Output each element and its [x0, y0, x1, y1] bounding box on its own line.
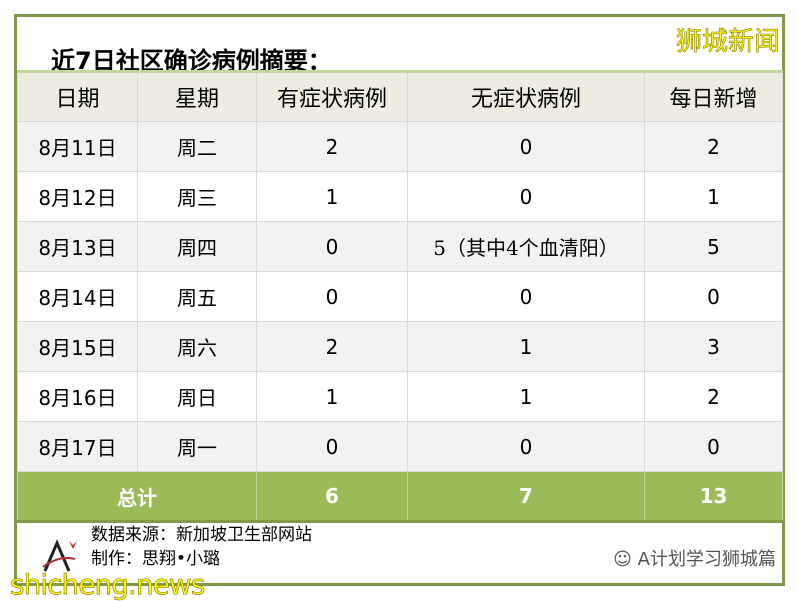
brand-logo-text: 狮城新闻 [675, 27, 781, 58]
logo-icon [42, 539, 77, 572]
total-value: 13 [644, 471, 783, 523]
table-cell: 1 [644, 171, 783, 222]
table-cell: 0 [407, 171, 645, 222]
table-cell: 1 [256, 171, 408, 222]
table-cell: 2 [256, 321, 408, 372]
column-header: 无症状病例 [407, 70, 645, 122]
table-cell: 周六 [137, 321, 257, 372]
table-cell: 2 [644, 371, 783, 422]
table-row: 8月16日 周日 1 1 2 [17, 371, 783, 422]
table-cell: 周三 [137, 171, 257, 222]
table-row: 8月15日 周六 2 1 3 [17, 321, 783, 372]
table-cell: 1 [407, 371, 645, 422]
table-cell: 8月12日 [17, 171, 138, 222]
table-row: 8月14日 周五 0 0 0 [17, 271, 783, 322]
table-row: 8月17日 周一 0 0 0 [17, 421, 783, 472]
table-cell: 1 [256, 371, 408, 422]
table-row: 8月11日 周二 2 0 2 [17, 121, 783, 172]
table-cell: 周一 [137, 421, 257, 472]
table-cell: 周二 [137, 121, 257, 172]
table-cell: 5 [644, 221, 783, 272]
cases-table: 日期 星期 有症状病例 无症状病例 每日新增 8月11日 周二 2 0 2 8月12日 周三 1 0 1 8… [17, 70, 783, 523]
table-cell: 周日 [137, 371, 257, 422]
table-cell: 2 [644, 121, 783, 172]
column-header: 每日新增 [644, 70, 783, 122]
table-cell: 8月13日 [17, 221, 138, 272]
table-cell: 0 [256, 271, 408, 322]
wechat-icon: ☺ [613, 549, 638, 570]
table-cell: 0 [644, 271, 783, 322]
table-cell: 5（其中4个血清阳） [407, 221, 645, 272]
total-row: 总计 6 7 13 [17, 471, 783, 523]
column-header: 有症状病例 [256, 70, 408, 122]
table-cell: 0 [407, 121, 645, 172]
table-cell: 0 [644, 421, 783, 472]
table-cell: 8月11日 [17, 121, 138, 172]
table-cell: 3 [644, 321, 783, 372]
table-cell: 周四 [137, 221, 257, 272]
page-title: 近7日社区确诊病例摘要： [51, 47, 332, 75]
table-row: 8月13日 周四 0 5（其中4个血清阳） 5 [17, 221, 783, 272]
total-label: 总计 [17, 471, 257, 523]
table-cell: 0 [256, 421, 408, 472]
table-row: 8月12日 周三 1 0 1 [17, 171, 783, 222]
table-cell: 8月17日 [17, 421, 138, 472]
table-cell: 8月15日 [17, 321, 138, 372]
table-cell: 2 [256, 121, 408, 172]
summary-card: 近7日社区确诊病例摘要： 狮城新闻 日期 星期 有症状病例 无症状病例 每日新增 8月1… [14, 14, 785, 586]
watermark: shicheng.news [10, 568, 206, 601]
wechat-account: ☺ A计划学习狮城篇 [613, 549, 776, 570]
table-cell: 1 [407, 321, 645, 372]
source-note: 数据来源：新加坡卫生部网站 [91, 525, 312, 545]
total-value: 7 [407, 471, 645, 523]
table-cell: 0 [407, 271, 645, 322]
table-cell: 0 [256, 221, 408, 272]
column-header: 日期 [17, 70, 138, 122]
table-cell: 0 [407, 421, 645, 472]
total-value: 6 [256, 471, 408, 523]
table-cell: 8月14日 [17, 271, 138, 322]
table-cell: 周五 [137, 271, 257, 322]
author-note: 制作：思翔•小璐 [91, 549, 221, 569]
table-cell: 8月16日 [17, 371, 138, 422]
column-header: 星期 [137, 70, 257, 122]
